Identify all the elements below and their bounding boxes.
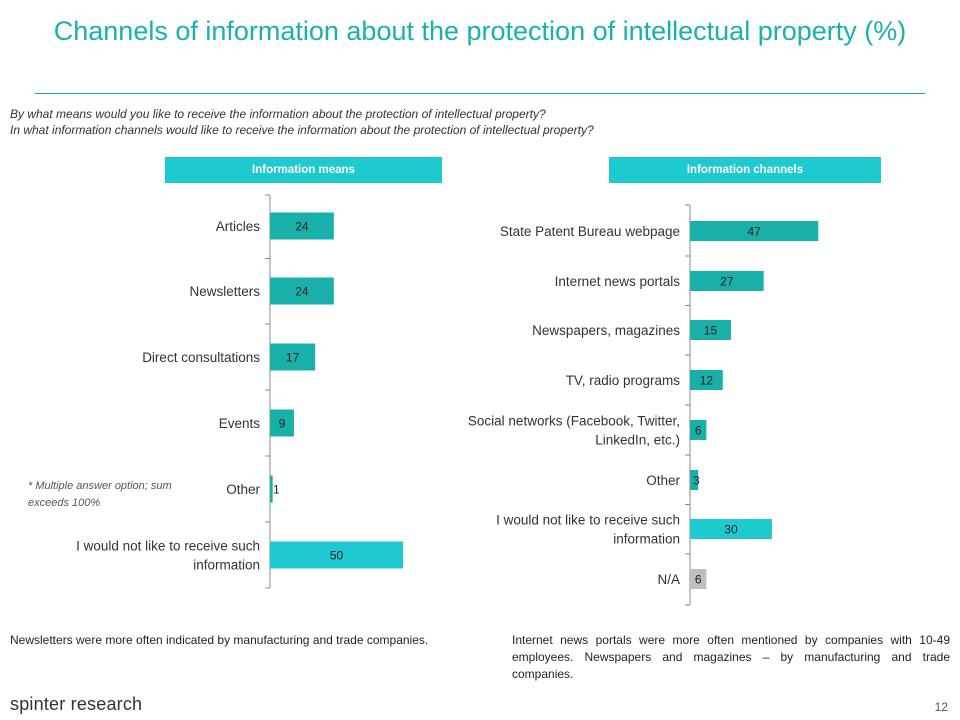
category-label: N/A — [657, 572, 680, 587]
data-label: 12 — [700, 374, 714, 388]
bar-channels-1 — [690, 271, 764, 291]
data-label: 30 — [724, 523, 738, 537]
survey-questions: By what means would you like to receive … — [10, 106, 950, 138]
bar-means-2 — [270, 343, 316, 371]
data-label: 9 — [279, 417, 286, 431]
page-number: 12 — [934, 700, 948, 714]
question-2: In what information channels would like … — [10, 123, 594, 137]
brand-logo: spinter research — [10, 694, 143, 714]
category-label: I would not like to receive such informat… — [496, 513, 680, 547]
question-1: By what means would you like to receive … — [10, 107, 546, 121]
bar-channels-0 — [690, 221, 819, 241]
bar-means-0 — [270, 212, 334, 240]
footnote: * Multiple answer option; sum exceeds 10… — [28, 480, 172, 509]
data-label: 47 — [747, 225, 761, 239]
bar-channels-2 — [690, 320, 731, 340]
bar-channels-4 — [690, 420, 707, 440]
data-label: 17 — [286, 351, 300, 365]
data-label: 3 — [693, 474, 700, 488]
data-label: 50 — [330, 549, 344, 563]
category-label: TV, radio programs — [566, 373, 681, 388]
bar-channels-3 — [690, 370, 723, 390]
category-label: Newspapers, magazines — [532, 323, 680, 338]
bar-channels-6 — [690, 519, 772, 539]
category-label: Events — [219, 416, 261, 431]
category-label: Other — [226, 482, 260, 497]
chart-header-channels: Information channels — [609, 157, 881, 183]
chart-channels: 47 State Patent Bureau webpage 27 Internet … — [468, 204, 819, 606]
data-label: 6 — [695, 424, 702, 438]
category-label: Articles — [216, 219, 261, 234]
note-means: Newsletters were more often indicated by… — [10, 633, 429, 647]
data-label: 1 — [273, 483, 280, 497]
data-label: 6 — [695, 573, 702, 587]
chart-means: 24 Articles 24 Newsletters 17 Direct consulta… — [76, 194, 403, 589]
data-label: 15 — [704, 324, 718, 338]
note-channels: Internet news portals were more often me… — [512, 633, 950, 681]
category-label: Other — [646, 473, 680, 488]
category-label: Direct consultations — [142, 350, 260, 365]
data-label: 27 — [720, 275, 734, 289]
bar-means-5 — [270, 541, 403, 569]
bar-means-3 — [270, 409, 294, 437]
data-label: 24 — [295, 285, 309, 299]
category-label: Internet news portals — [555, 274, 681, 289]
category-label: Social networks (Facebook, Twitter, Linke… — [468, 414, 680, 448]
category-label: Newsletters — [189, 284, 260, 299]
chart-header-means: Information means — [165, 157, 442, 183]
bar-channels-7 — [690, 569, 707, 589]
data-label: 24 — [295, 220, 309, 234]
bar-channels-5 — [690, 470, 699, 490]
title-divider — [35, 93, 925, 94]
category-label: I would not like to receive such informat… — [76, 539, 260, 573]
bar-means-4 — [270, 475, 273, 503]
bar-means-1 — [270, 277, 334, 305]
category-label: State Patent Bureau webpage — [500, 224, 680, 239]
page-title: Channels of information about the protec… — [53, 16, 907, 46]
